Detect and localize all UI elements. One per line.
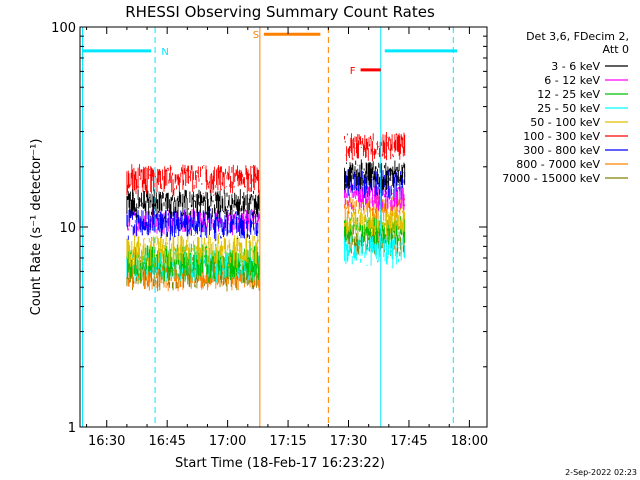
chart-title: RHESSI Observing Summary Count Rates [125,3,435,21]
legend-label-3: 25 - 50 keV [537,102,600,115]
legend-label-6: 300 - 800 keV [523,144,600,157]
marker-label-2: S [253,30,259,41]
y-tick-label-2: 100 [51,21,76,36]
x-tick-label-3: 17:15 [269,434,306,449]
marker-label-0: N [161,47,168,58]
series-band-3to6keV-0 [126,189,260,220]
plot-area: N S F [82,27,457,427]
series-band-3to6keV-1 [344,159,406,191]
legend-label-1: 6 - 12 keV [544,74,600,87]
x-tick-label-6: 18:00 [451,434,488,449]
legend-title-line-1: Det 3,6, FDecim 2, [526,30,629,43]
legend-label-2: 12 - 25 keV [537,88,600,101]
series-band-25to50keV-1 [344,234,406,269]
x-tick-label-5: 17:45 [390,434,427,449]
legend-title-line-2: Att 0 [603,43,629,56]
legend-label-7: 800 - 7000 keV [516,158,600,171]
series-band-50to100keV-0 [126,233,260,269]
y-tick-label-0: 1 [68,421,76,436]
y-tick-label-1: 10 [59,221,76,236]
x-tick-label-4: 17:30 [330,434,367,449]
y-axis-label: Count Rate (s⁻¹ detector⁻¹) [29,139,44,316]
axes: 16:30 16:45 17:00 17:15 17:30 17:45 18:00 1 10 10… [51,21,488,449]
x-tick-label-0: 16:30 [88,434,125,449]
series-band-100to300keV-1 [344,132,406,162]
marker-label-3: F [350,66,356,77]
x-axis-label: Start Time (18-Feb-17 16:23:22) [175,456,385,471]
x-tick-label-1: 16:45 [148,434,185,449]
legend-label-4: 50 - 100 keV [530,116,600,129]
legend-label-5: 100 - 300 keV [523,130,600,143]
x-tick-label-2: 17:00 [209,434,246,449]
series-band-50to100keV-1 [344,208,406,237]
footer-date: 2-Sep-2022 02:23 [565,468,637,477]
series-band-100to300keV-0 [126,164,260,197]
legend-label-8: 7000 - 15000 keV [502,172,600,185]
series-band-300to800keV-0 [126,208,260,241]
legend-label-0: 3 - 6 keV [551,60,600,73]
